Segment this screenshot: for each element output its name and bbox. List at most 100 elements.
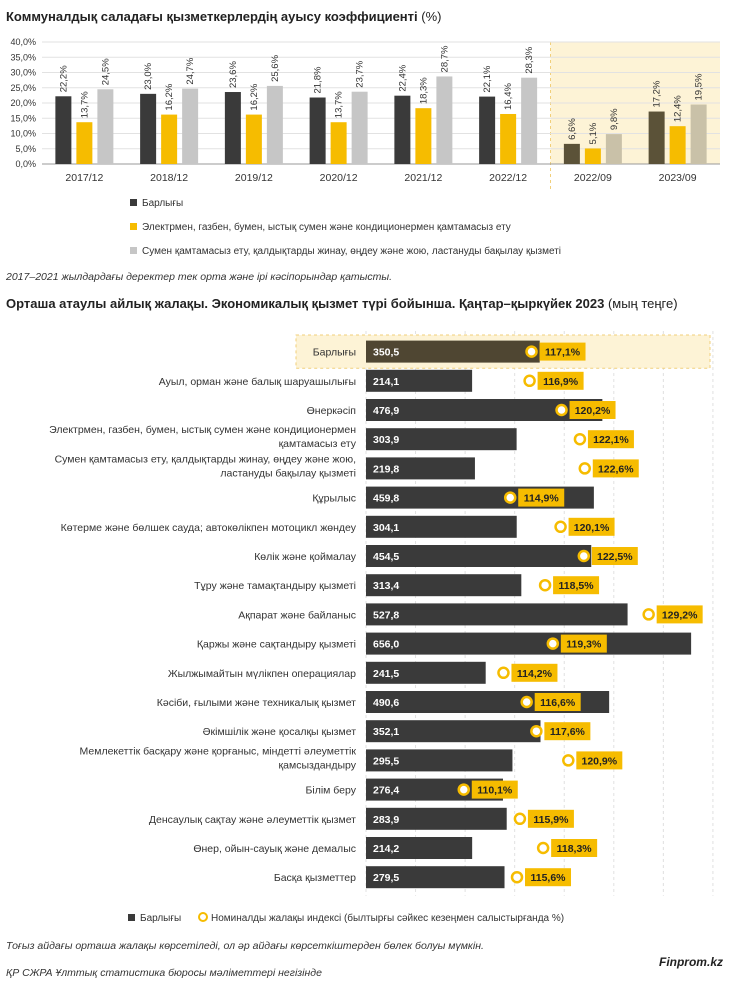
- x-tick-label: 2022/12: [489, 172, 527, 184]
- index-label: 122,6%: [598, 463, 634, 475]
- salary-bar: [366, 837, 473, 859]
- bar-series1: [309, 97, 326, 164]
- bar-series3: [605, 134, 622, 164]
- salary-label: 279,5: [373, 872, 399, 884]
- salary-bar: [366, 866, 505, 889]
- index-label: 115,6%: [530, 872, 566, 884]
- index-marker: [555, 403, 568, 417]
- bar-data-label: 6,6%: [567, 118, 578, 140]
- category-label: Білім беру: [305, 785, 356, 797]
- salary-chart: Барлығы 350,5 117,1% Ауыл, орман және балық…: [49, 331, 714, 924]
- category-label: Кәсіби, ғылыми және техникалық қызмет: [157, 697, 356, 709]
- index-label: 116,6%: [540, 697, 576, 709]
- bar-data-label: 21,8%: [313, 66, 324, 93]
- index-label-box: [587, 430, 634, 449]
- index-marker: [520, 695, 533, 709]
- chart2-title-text: Орташа атаулы айлық жалақы. Экономикалық…: [6, 296, 605, 311]
- index-label-box: [656, 605, 703, 624]
- bar-data-label: 18,3%: [418, 77, 429, 104]
- index-label: 115,9%: [533, 814, 569, 826]
- index-label-box: [569, 401, 616, 419]
- y-tick-label: 25,0%: [10, 83, 36, 93]
- bar-series3: [690, 104, 707, 164]
- index-marker: [530, 724, 543, 738]
- bar-series1: [140, 93, 157, 164]
- index-label-box: [544, 722, 591, 741]
- salary-bar: [366, 603, 628, 626]
- bar-series3: [182, 88, 199, 164]
- category-label: Өнер, ойын-сауық және демалыс: [193, 843, 356, 855]
- index-label: 117,6%: [550, 726, 586, 738]
- index-label-box: [537, 371, 584, 390]
- index-label: 118,5%: [559, 580, 595, 592]
- bar-series2: [500, 113, 517, 164]
- bar-data-label: 24,5%: [100, 58, 111, 85]
- bar-series2: [415, 108, 432, 164]
- salary-bar: [366, 807, 507, 830]
- salary-bar: [366, 720, 541, 743]
- salary-label: 295,5: [373, 755, 399, 767]
- chart1-title-text: Коммуналдық саладағы қызметкерлердің ауы…: [6, 9, 418, 24]
- bar-series2: [584, 148, 601, 164]
- salary-label: 241,5: [373, 668, 399, 680]
- salary-label: 352,1: [373, 726, 399, 738]
- chart1-title: Коммуналдық саладағы қызметкерлердің ауы…: [6, 9, 441, 24]
- bar-data-label: 23,6%: [228, 61, 239, 88]
- salary-bar: [366, 457, 475, 480]
- index-label-box: [592, 459, 639, 478]
- index-label: 116,9%: [543, 376, 579, 388]
- y-tick-label: 35,0%: [10, 52, 36, 62]
- legend-swatch-index: [198, 912, 208, 922]
- bar-series2: [245, 114, 262, 164]
- index-marker: [513, 812, 527, 826]
- category-label: Қаржы және сақтандыру қызметі: [197, 639, 356, 651]
- category-label: ластануды бақылау қызметі: [220, 467, 356, 479]
- bar-data-label: 16,4%: [503, 82, 514, 109]
- index-label: 114,2%: [517, 668, 553, 680]
- salary-label: 304,1: [373, 522, 399, 534]
- bar-data-label: 22,1%: [482, 65, 493, 92]
- salary-label: 313,4: [373, 580, 399, 592]
- salary-label: 219,8: [373, 463, 399, 475]
- bar-data-label: 13,7%: [334, 91, 345, 118]
- index-label: 114,9%: [524, 493, 560, 505]
- index-marker: [578, 462, 592, 475]
- index-label: 122,5%: [597, 551, 633, 563]
- salary-label: 214,1: [373, 376, 399, 388]
- salary-bar: [366, 399, 603, 421]
- index-marker: [510, 870, 524, 884]
- category-label: Ауыл, орман және балық шаруашылығы: [159, 376, 356, 388]
- bar-series3: [521, 77, 538, 164]
- salary-bar: [366, 749, 513, 772]
- index-label-box: [471, 780, 518, 799]
- y-tick-label: 20,0%: [10, 98, 36, 108]
- bar-series2: [669, 126, 686, 164]
- bar-data-label: 19,5%: [694, 73, 705, 100]
- category-label: Басқа қызметтер: [274, 872, 356, 884]
- index-label-box: [527, 809, 574, 828]
- index-label-box: [511, 663, 558, 682]
- y-tick-label: 15,0%: [10, 113, 36, 123]
- salary-label: 656,0: [373, 639, 399, 651]
- category-label: Жылжымайтын мүлікпен операциялар: [168, 668, 356, 680]
- index-marker: [554, 520, 567, 534]
- legend-swatch: [130, 247, 137, 254]
- category-label: қамсыздандыру: [279, 759, 357, 771]
- brand-logo: Finprom.kz: [658, 955, 723, 969]
- index-marker: [546, 637, 560, 650]
- turnover-chart: 0,0% 5,0% 10,0% 15,0% 20,0% 25,0% 30,0% 35,0% 40…: [10, 37, 720, 257]
- salary-bar: [366, 661, 486, 684]
- bar-data-label: 17,2%: [652, 80, 663, 107]
- bar-data-label: 23,0%: [143, 62, 154, 89]
- index-label: 129,2%: [662, 609, 698, 621]
- salary-bar: [366, 778, 503, 801]
- bar-series2: [76, 122, 93, 164]
- legend-label: Электрмен, газбен, бумен, ыстық сумен жә…: [142, 221, 511, 233]
- index-marker: [503, 491, 517, 504]
- bar-series3: [97, 89, 114, 164]
- legend-label-index: Номиналды жалақы индексі (былтырғы сәйке…: [211, 912, 564, 924]
- y-tick-label: 30,0%: [10, 68, 36, 78]
- y-tick-label: 10,0%: [10, 129, 36, 139]
- bar-data-label: 25,6%: [270, 54, 281, 81]
- index-marker: [525, 345, 538, 358]
